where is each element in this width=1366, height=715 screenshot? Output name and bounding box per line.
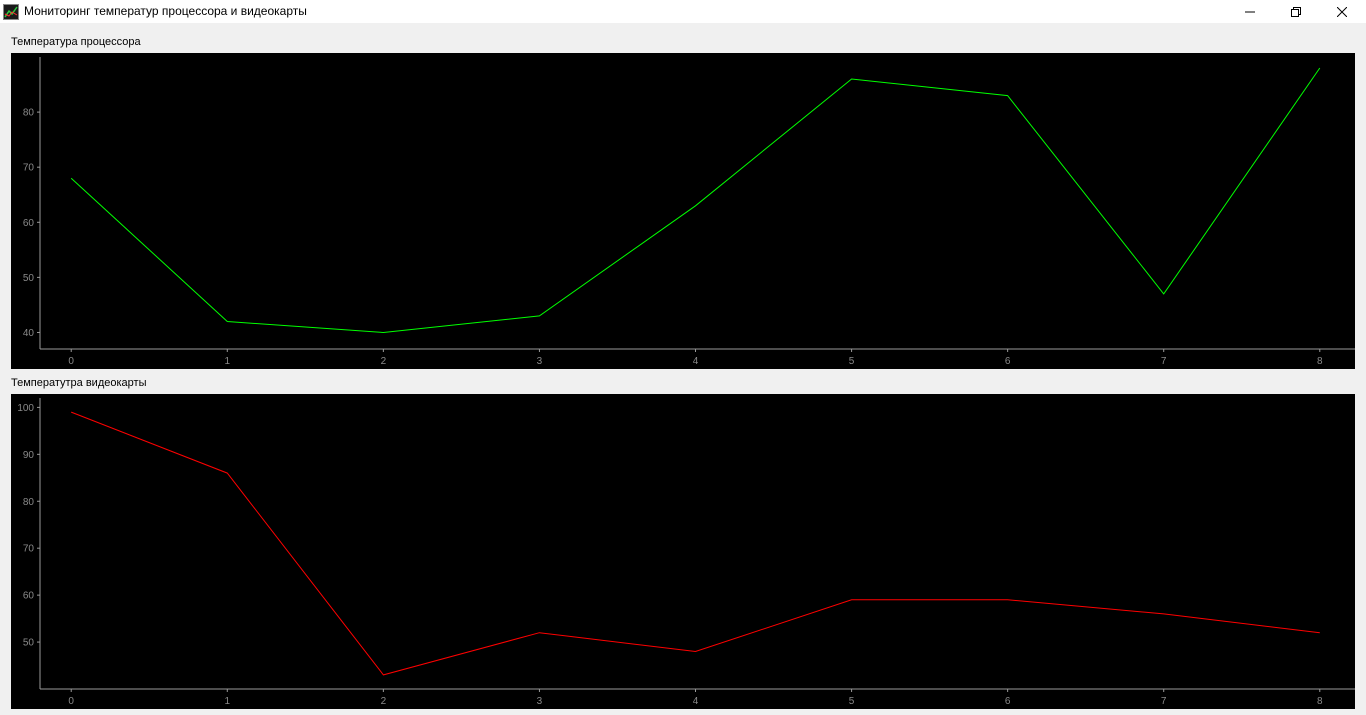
gpu-x-tick-label: 8 — [1317, 696, 1323, 707]
gpu-x-tick-label: 6 — [1005, 696, 1011, 707]
cpu-plot-area: 40 50 60 70 80 0 1 2 3 4 5 6 7 8 — [23, 57, 1355, 367]
gpu-y-tick-label: 100 — [17, 403, 34, 414]
cpu-y-tick-label: 40 — [23, 328, 35, 339]
gpu-y-tick-label: 80 — [23, 497, 35, 508]
gpu-y-tick-label: 60 — [23, 591, 35, 602]
minimize-button[interactable] — [1227, 0, 1273, 23]
restore-button[interactable] — [1273, 0, 1319, 23]
cpu-y-tick-label: 60 — [23, 218, 35, 229]
title-bar: Мониторинг температур процессора и видео… — [0, 0, 1366, 23]
gpu-y-tick-label: 90 — [23, 450, 35, 461]
gpu-x-tick-label: 5 — [849, 696, 855, 707]
cpu-x-tick-label: 5 — [849, 356, 855, 367]
cpu-y-tick-label: 70 — [23, 163, 35, 174]
cpu-x-tick-label: 4 — [693, 356, 699, 367]
gpu-x-tick-label: 2 — [381, 696, 387, 707]
cpu-x-tick-label: 1 — [225, 356, 231, 367]
cpu-y-tick-label: 80 — [23, 108, 35, 119]
gpu-x-tick-label: 7 — [1161, 696, 1167, 707]
gpu-plot-area: 50 60 70 80 90 100 0 1 2 3 4 5 6 7 8 — [17, 398, 1355, 707]
gpu-y-tick-label: 70 — [23, 544, 35, 555]
cpu-x-tick-label: 6 — [1005, 356, 1011, 367]
gpu-y-tick-label: 50 — [23, 638, 35, 649]
cpu-chart-label: Температура процессора — [11, 36, 141, 48]
cpu-x-tick-label: 2 — [381, 356, 387, 367]
cpu-x-tick-label: 7 — [1161, 356, 1167, 367]
window-title: Мониторинг температур процессора и видео… — [24, 4, 307, 18]
gpu-x-tick-label: 3 — [537, 696, 543, 707]
gpu-series-line — [71, 411, 1320, 676]
minimize-icon — [1245, 11, 1255, 12]
cpu-x-tick-label: 0 — [68, 356, 74, 367]
gpu-temperature-chart: 50 60 70 80 90 100 0 1 2 3 4 5 6 7 8 — [11, 394, 1355, 709]
cpu-x-tick-label: 3 — [537, 356, 543, 367]
close-button[interactable] — [1319, 0, 1365, 23]
gpu-chart-label: Температутра видеокарты — [11, 377, 147, 389]
cpu-temperature-chart: 40 50 60 70 80 0 1 2 3 4 5 6 7 8 — [11, 53, 1355, 369]
restore-icon — [1291, 6, 1301, 17]
close-icon — [1337, 6, 1347, 17]
gpu-x-tick-label: 4 — [693, 696, 699, 707]
cpu-y-tick-label: 50 — [23, 273, 35, 284]
gpu-x-tick-label: 0 — [68, 696, 74, 707]
cpu-x-tick-label: 8 — [1317, 356, 1323, 367]
chart-line-icon — [3, 4, 19, 20]
cpu-series-line — [70, 67, 1321, 334]
gpu-x-tick-label: 1 — [225, 696, 231, 707]
